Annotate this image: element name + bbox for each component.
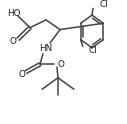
Text: O: O <box>19 70 25 79</box>
Text: HN: HN <box>39 44 53 53</box>
Text: Cl: Cl <box>89 46 97 55</box>
Text: O: O <box>10 37 16 46</box>
Text: Cl: Cl <box>99 0 108 9</box>
Text: HO: HO <box>7 9 21 18</box>
Text: O: O <box>58 60 65 69</box>
